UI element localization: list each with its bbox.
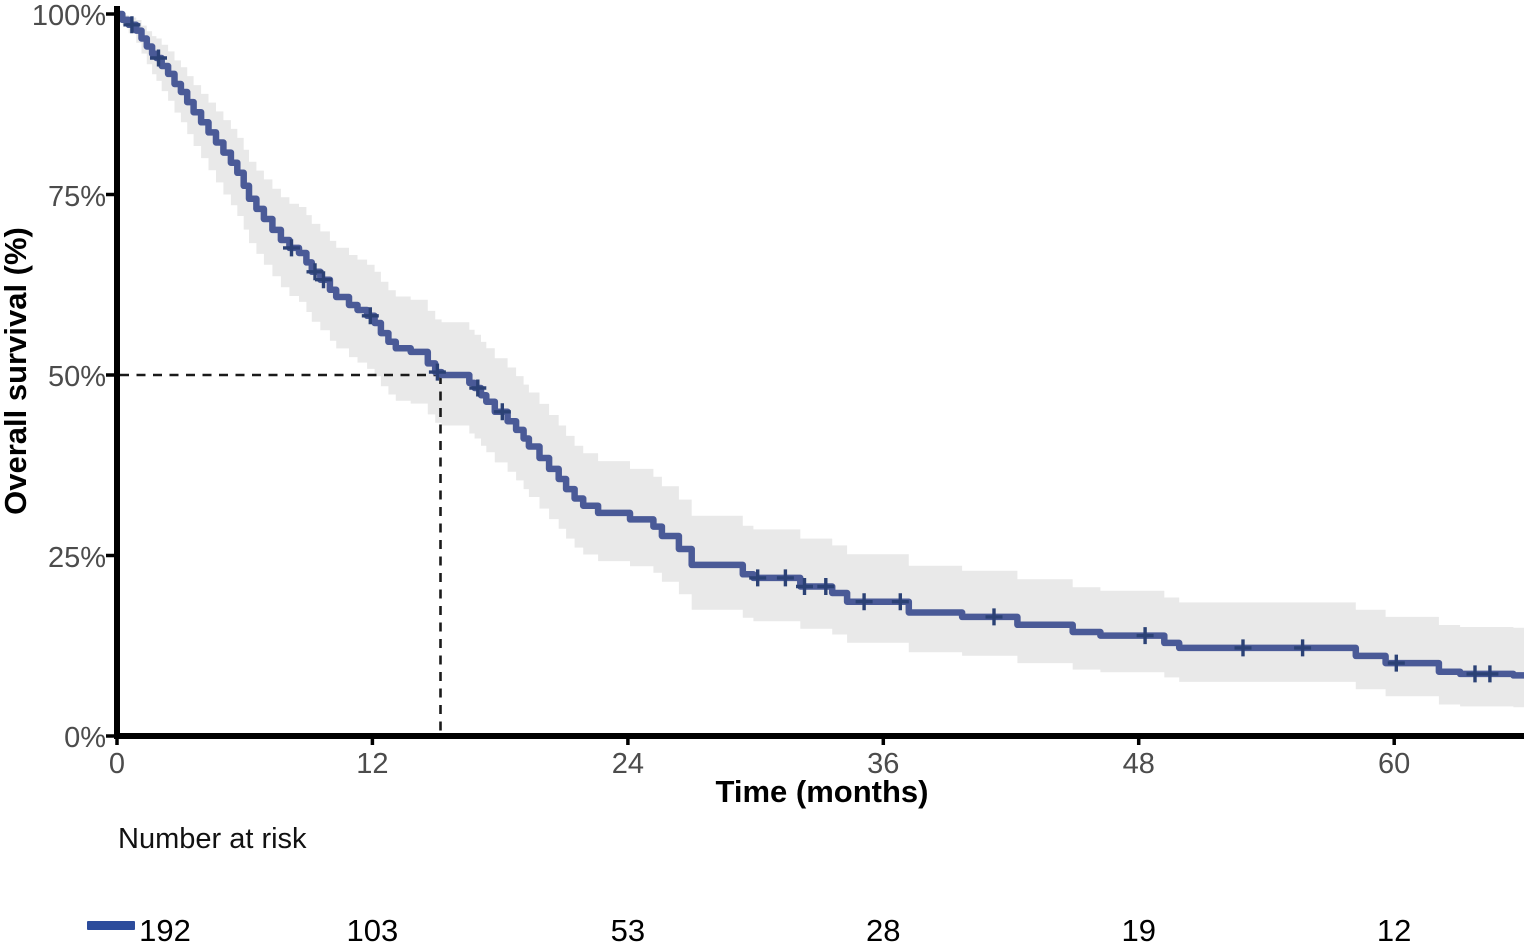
risk-group-color-marker bbox=[87, 921, 135, 930]
risk-count: 19 bbox=[1121, 913, 1156, 948]
y-tick-label: 100% bbox=[31, 0, 106, 32]
x-axis-title: Time (months) bbox=[715, 774, 929, 809]
x-tick-label: 24 bbox=[611, 748, 644, 780]
x-tick-label: 60 bbox=[1378, 748, 1411, 780]
x-tick-label: 36 bbox=[867, 748, 900, 780]
censor-plus-glyphs bbox=[123, 16, 1499, 683]
risk-count: 28 bbox=[866, 913, 901, 948]
confidence-band bbox=[117, 14, 1524, 708]
censor-tick-marks bbox=[123, 16, 1499, 683]
x-tick-label: 0 bbox=[108, 748, 126, 780]
risk-count: 12 bbox=[1376, 913, 1412, 948]
tick-mark bbox=[106, 12, 1396, 745]
x-tick-label: 48 bbox=[1122, 748, 1155, 780]
risk-count: 103 bbox=[346, 913, 399, 948]
x-tick-label: 12 bbox=[356, 748, 389, 780]
y-tick-label: 75% bbox=[47, 180, 106, 213]
axis-tick-marks bbox=[106, 12, 1396, 745]
survival-step-curve bbox=[117, 10, 1524, 679]
y-tick-label: 25% bbox=[47, 541, 106, 574]
risk-table-header: Number at risk bbox=[118, 823, 307, 855]
risk-count: 53 bbox=[610, 913, 646, 948]
y-tick-label: 50% bbox=[47, 361, 106, 393]
risk-count: 192 bbox=[139, 913, 191, 948]
y-tick-label: 0% bbox=[64, 722, 106, 754]
